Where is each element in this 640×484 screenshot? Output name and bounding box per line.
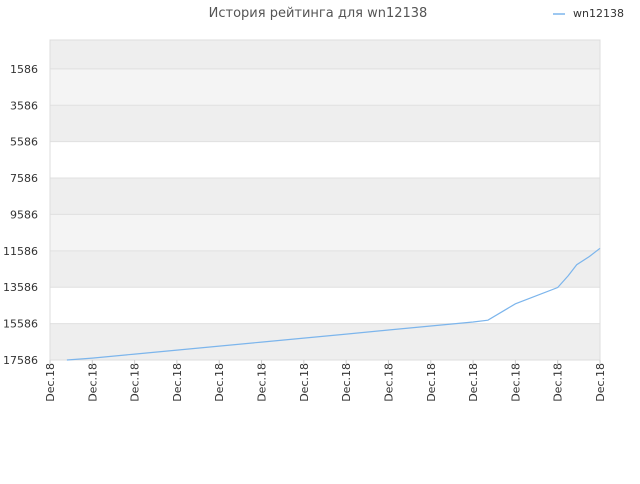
plot-band xyxy=(50,40,600,69)
plot-band xyxy=(50,178,600,215)
legend-label: wn12138 xyxy=(573,7,624,20)
x-tick-label: Dec.18 xyxy=(213,363,226,402)
y-axis-tick-labels: 1586 3586 5586 7586 9586 11586 13586 15586 17586 xyxy=(3,63,38,367)
x-tick-label: Dec.18 xyxy=(129,363,142,402)
series-layer xyxy=(66,247,601,361)
plot-band xyxy=(50,105,600,142)
x-tick-label: Dec.18 xyxy=(256,363,269,402)
x-axis-tick-labels: Dec.18 Dec.18 Dec.18 Dec.18 Dec.18 Dec.18 Dec.… xyxy=(44,360,607,402)
plot-band xyxy=(50,214,600,251)
x-tick-label: Dec.18 xyxy=(171,363,184,402)
series-line xyxy=(66,247,601,361)
y-tick-label: 13586 xyxy=(3,281,38,294)
y-tick-label: 3586 xyxy=(10,99,38,112)
x-tick-label: Dec.18 xyxy=(382,363,395,402)
plot-band xyxy=(50,68,600,106)
y-tick-label: 1586 xyxy=(10,63,38,76)
plot-frame xyxy=(49,39,601,361)
y-tick-label: 11586 xyxy=(3,245,38,258)
plot-bands xyxy=(50,40,600,360)
y-tick-label: 5586 xyxy=(10,136,38,149)
y-tick-label: 9586 xyxy=(10,208,38,221)
y-tick-label: 17586 xyxy=(3,354,38,367)
x-tick-label: Dec.18 xyxy=(44,363,57,402)
plot-band xyxy=(50,141,600,179)
x-tick-label: Dec.18 xyxy=(467,363,480,402)
x-tick-label: Dec.18 xyxy=(425,363,438,402)
x-tick-label: Dec.18 xyxy=(340,363,353,402)
y-tick-label: 15586 xyxy=(3,318,38,331)
legend: wn12138 xyxy=(553,7,624,20)
plot-band xyxy=(50,250,600,288)
chart-title: История рейтинга для wn12138 xyxy=(209,6,428,21)
x-tick-label: Dec.18 xyxy=(594,363,607,402)
x-tick-label: Dec.18 xyxy=(86,363,99,402)
x-tick-label: Dec.18 xyxy=(298,363,311,402)
plot-band xyxy=(50,287,600,324)
y-tick-label: 7586 xyxy=(10,172,38,185)
x-tick-label: Dec.18 xyxy=(552,363,565,402)
x-tick-label: Dec.18 xyxy=(509,363,522,402)
